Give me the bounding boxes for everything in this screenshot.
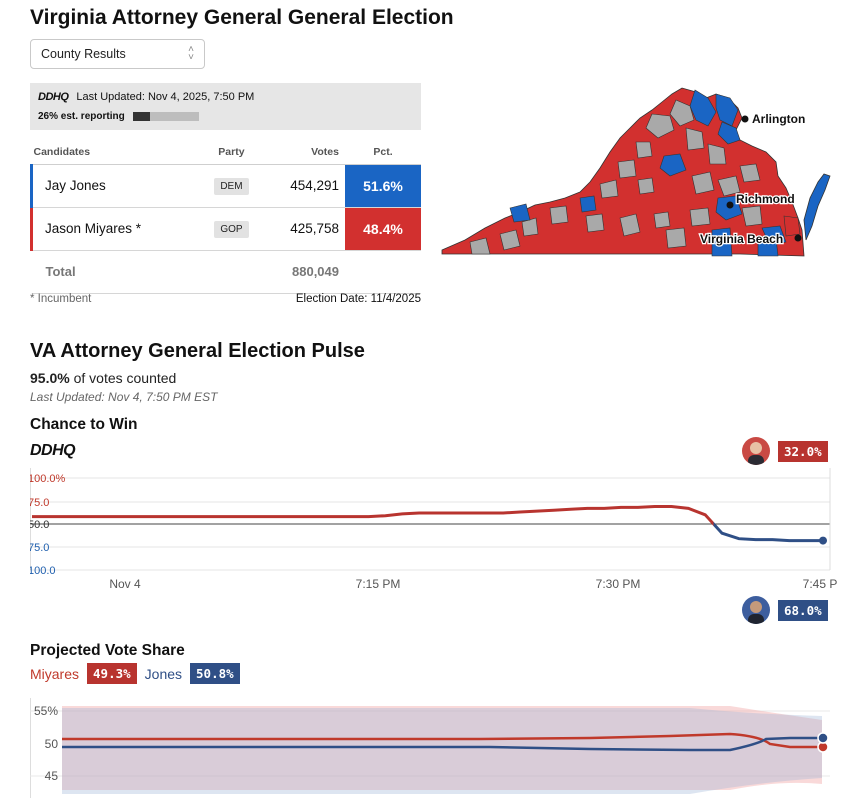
election-date: Election Date: 11/4/2025	[295, 293, 421, 305]
chance-series-line	[32, 505, 823, 543]
jones-avatar	[742, 596, 770, 624]
gop-chance-badge: 32.0%	[778, 440, 828, 462]
candidate-name: Jay Jones	[30, 164, 205, 208]
y-tick-label: 50	[45, 737, 59, 751]
city-markers: Arlington Richmond Virginia Beach	[699, 111, 807, 248]
city-label: Arlington	[752, 112, 805, 126]
vote-share-legend: Miyares 49.3% Jones 50.8%	[30, 663, 240, 684]
gop-legend-name: Miyares	[30, 665, 80, 682]
y-tick-label: 75.0	[30, 497, 49, 509]
header-party: Party	[204, 140, 259, 165]
total-label: Total	[31, 250, 205, 294]
reporting-status-box: DDHQ Last Updated: Nov 4, 2025, 7:50 PM …	[30, 83, 421, 130]
header-votes: Votes	[258, 140, 345, 165]
city-dot-icon	[741, 115, 749, 123]
county-results-map[interactable]: Arlington Richmond Virginia Beach	[440, 80, 860, 260]
chance-to-win-chart: 100.0% 75.0 50.0 75.0 100.0 Nov 4 7:15 PM 7:30…	[30, 468, 838, 588]
table-row: Jason Miyares * GOP 425,758 48.4%	[30, 207, 421, 251]
candidate-votes: 454,291	[258, 164, 345, 208]
party-badge: GOP	[214, 220, 249, 238]
y-tick-label: 50.0	[30, 519, 49, 531]
votes-counted-text: of votes counted	[73, 370, 177, 386]
reporting-progress-fill	[132, 112, 150, 121]
reporting-text: 26% est. reporting	[38, 111, 125, 122]
dem-share-line	[62, 736, 822, 752]
x-tick-label: 7:30 PM	[596, 577, 641, 588]
last-updated-text: Last Updated: Nov 4, 2025, 7:50 PM	[76, 91, 255, 103]
vote-share-chart: 55% 50 45	[30, 698, 830, 798]
city-label: Virginia Beach	[700, 232, 783, 246]
chevron-updown-icon: ˄ ˅	[188, 44, 194, 63]
gop-share-badge: 49.3%	[87, 663, 137, 684]
dem-share-badge: 50.8%	[190, 663, 240, 684]
dem-chance-badge: 68.0%	[778, 599, 828, 621]
x-tick-label: 7:45 P	[803, 577, 838, 588]
dem-uncertainty-band	[62, 708, 822, 794]
total-votes: 880,049	[258, 250, 345, 294]
header-candidates: Candidates	[31, 140, 205, 165]
candidate-pct: 48.4%	[345, 207, 421, 251]
total-row: Total 880,049	[31, 250, 421, 294]
votes-counted-pct: 95.0%	[30, 370, 70, 386]
incumbent-footnote: * Incumbent	[30, 293, 92, 305]
votes-counted: 95.0% of votes counted	[30, 370, 176, 386]
candidate-votes: 425,758	[258, 207, 345, 251]
city-dot-icon	[794, 234, 802, 242]
city-label: Richmond	[736, 192, 795, 206]
eastern-shore-shape	[803, 173, 831, 241]
vote-share-title: Projected Vote Share	[30, 642, 185, 659]
candidate-pct: 51.6%	[345, 164, 421, 208]
ddhq-logo: DDHQ	[38, 91, 69, 103]
chance-end-marker	[819, 536, 827, 545]
results-view-select[interactable]: County Results ˄ ˅	[30, 39, 205, 69]
dem-legend-name: Jones	[144, 665, 183, 682]
ddhq-logo: DDHQ	[30, 442, 76, 459]
candidate-name: Jason Miyares *	[30, 207, 205, 251]
page-title: Virginia Attorney General General Electi…	[30, 6, 454, 29]
county-shapes	[469, 89, 801, 257]
y-tick-label: 75.0	[30, 542, 49, 554]
dem-chance-label: 68.0%	[742, 596, 828, 624]
table-row: Jay Jones DEM 454,291 51.6%	[30, 164, 421, 208]
gop-share-line	[62, 732, 822, 749]
miyares-avatar	[742, 437, 770, 465]
dem-share-end-marker	[817, 732, 829, 744]
pulse-last-updated: Last Updated: Nov 4, 7:50 PM EST	[30, 390, 218, 404]
x-tick-label: Nov 4	[109, 577, 141, 588]
header-pct: Pct.	[345, 140, 421, 165]
table-header-row: Candidates Party Votes Pct.	[31, 140, 421, 165]
chance-to-win-title: Chance to Win	[30, 416, 138, 433]
y-tick-label: 55%	[34, 704, 58, 718]
y-tick-label: 45	[45, 769, 59, 783]
gop-chance-label: 32.0%	[742, 437, 828, 465]
results-table: Candidates Party Votes Pct. Jay Jones DE…	[30, 140, 421, 294]
pulse-title: VA Attorney General Election Pulse	[30, 340, 365, 362]
y-tick-label: 100.0%	[30, 473, 66, 485]
y-tick-label: 100.0	[30, 565, 56, 577]
x-tick-label: 7:15 PM	[356, 577, 401, 588]
results-view-select-value: County Results	[41, 47, 126, 61]
reporting-progress-bar	[132, 112, 199, 121]
party-badge: DEM	[214, 177, 249, 195]
city-dot-icon	[726, 201, 734, 209]
